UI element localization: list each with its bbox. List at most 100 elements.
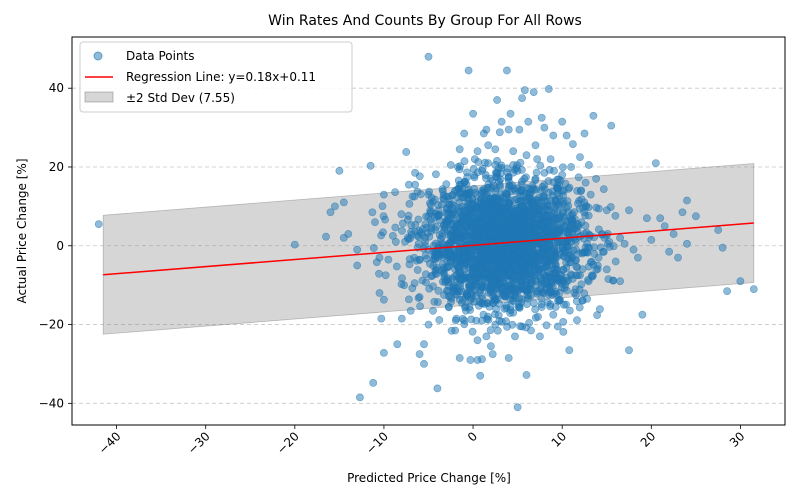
data-point bbox=[678, 208, 687, 217]
data-point bbox=[463, 173, 472, 182]
data-point bbox=[411, 227, 420, 236]
data-point bbox=[484, 288, 493, 297]
data-point bbox=[522, 151, 531, 160]
data-point bbox=[607, 121, 616, 130]
data-point bbox=[590, 250, 599, 258]
data-point bbox=[438, 229, 447, 237]
data-point bbox=[452, 215, 461, 223]
data-point bbox=[651, 159, 660, 167]
data-point bbox=[480, 199, 489, 208]
data-point bbox=[536, 332, 544, 341]
data-point bbox=[539, 202, 548, 211]
data-point bbox=[415, 350, 424, 358]
data-point bbox=[620, 239, 629, 248]
data-point bbox=[559, 327, 568, 336]
data-point bbox=[443, 276, 452, 284]
data-point bbox=[433, 212, 442, 221]
data-point bbox=[379, 190, 388, 199]
data-point bbox=[381, 271, 390, 280]
data-point bbox=[598, 230, 607, 238]
data-point bbox=[388, 231, 397, 240]
data-point bbox=[559, 163, 567, 172]
data-point bbox=[446, 161, 455, 169]
data-point bbox=[475, 266, 484, 274]
data-point bbox=[453, 236, 461, 245]
data-point bbox=[546, 155, 555, 163]
data-point bbox=[339, 198, 348, 207]
data-point bbox=[433, 384, 442, 393]
data-point bbox=[484, 159, 492, 167]
data-point bbox=[411, 180, 419, 189]
data-point bbox=[656, 214, 665, 223]
data-point bbox=[469, 109, 477, 118]
data-point bbox=[478, 166, 486, 175]
data-point bbox=[461, 206, 470, 215]
regression-line bbox=[103, 222, 754, 276]
data-point bbox=[496, 261, 505, 270]
data-point bbox=[473, 336, 482, 345]
data-point bbox=[524, 117, 533, 126]
data-point bbox=[522, 371, 531, 379]
data-point bbox=[555, 200, 563, 209]
legend-label-data-points: Data Points bbox=[126, 49, 195, 63]
data-point bbox=[398, 219, 407, 228]
data-point bbox=[525, 318, 533, 327]
data-point bbox=[392, 262, 401, 271]
data-point bbox=[525, 217, 534, 226]
legend-marker-data-points bbox=[93, 51, 103, 61]
data-point bbox=[581, 211, 590, 220]
data-point bbox=[422, 278, 430, 287]
y-tick-label: 20 bbox=[49, 160, 64, 174]
data-point bbox=[478, 355, 486, 364]
data-point bbox=[375, 253, 384, 262]
data-point bbox=[634, 253, 642, 262]
data-point bbox=[599, 247, 608, 256]
data-point bbox=[523, 300, 531, 308]
data-point bbox=[455, 276, 464, 284]
data-point bbox=[571, 285, 580, 293]
data-point bbox=[477, 281, 486, 290]
data-point bbox=[448, 191, 457, 199]
data-point bbox=[366, 161, 375, 170]
data-point bbox=[447, 252, 455, 261]
data-point bbox=[427, 272, 435, 281]
data-point bbox=[379, 348, 388, 357]
data-point bbox=[368, 208, 377, 217]
data-point bbox=[625, 346, 633, 355]
data-point bbox=[589, 111, 598, 120]
data-point bbox=[434, 286, 443, 295]
data-point bbox=[454, 176, 463, 185]
data-point bbox=[326, 208, 335, 217]
data-point bbox=[496, 214, 504, 223]
data-point bbox=[683, 196, 691, 205]
data-point bbox=[573, 316, 581, 325]
data-point bbox=[505, 268, 514, 277]
data-point bbox=[424, 320, 433, 329]
x-axis-title: Predicted Price Change [%] bbox=[347, 471, 511, 485]
data-point bbox=[592, 174, 600, 183]
data-point bbox=[375, 289, 384, 297]
data-point bbox=[546, 300, 555, 309]
data-point bbox=[464, 280, 473, 289]
data-point bbox=[464, 66, 473, 75]
data-point bbox=[555, 214, 564, 223]
data-point bbox=[563, 197, 572, 205]
data-point bbox=[480, 300, 489, 308]
data-point bbox=[444, 303, 453, 312]
data-point bbox=[574, 199, 582, 208]
data-point bbox=[569, 140, 577, 148]
data-point bbox=[522, 276, 530, 285]
data-point bbox=[540, 193, 549, 201]
data-point bbox=[421, 233, 430, 242]
y-tick-label: −20 bbox=[39, 318, 64, 332]
chart-title: Win Rates And Counts By Group For All Ro… bbox=[268, 13, 582, 29]
data-point bbox=[549, 178, 558, 187]
data-point bbox=[523, 246, 532, 255]
data-point bbox=[559, 186, 568, 195]
data-point bbox=[548, 217, 557, 226]
data-point bbox=[424, 52, 433, 61]
data-point bbox=[736, 277, 745, 286]
data-point bbox=[482, 332, 491, 341]
data-point bbox=[551, 252, 560, 261]
data-point bbox=[660, 222, 669, 230]
